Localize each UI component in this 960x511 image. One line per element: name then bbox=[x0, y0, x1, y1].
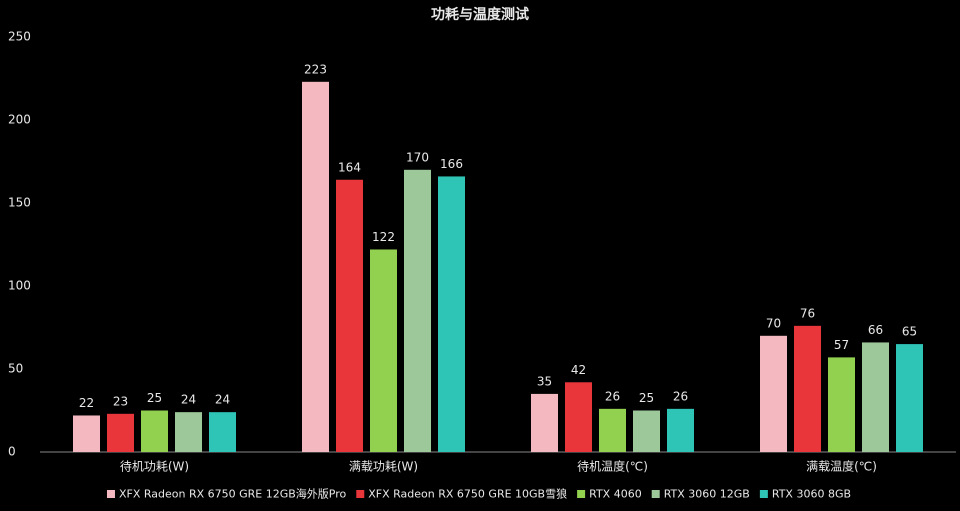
data-label: 70 bbox=[766, 316, 781, 330]
y-tick-label: 150 bbox=[8, 196, 31, 210]
y-tick-label: 250 bbox=[8, 30, 31, 44]
data-label: 57 bbox=[834, 338, 849, 352]
data-label: 35 bbox=[537, 374, 552, 388]
data-label: 170 bbox=[406, 150, 429, 164]
data-label: 24 bbox=[181, 393, 196, 407]
data-label: 223 bbox=[304, 62, 327, 76]
data-label: 42 bbox=[571, 363, 586, 377]
legend-label: RTX 3060 12GB bbox=[664, 488, 750, 501]
y-tick-label: 200 bbox=[8, 113, 31, 127]
bar bbox=[862, 342, 889, 452]
data-label: 22 bbox=[79, 396, 94, 410]
bar bbox=[633, 410, 660, 452]
data-label: 122 bbox=[372, 230, 395, 244]
legend-label: XFX Radeon RX 6750 GRE 10GB雪狼 bbox=[368, 487, 567, 501]
data-label: 24 bbox=[215, 393, 230, 407]
bar bbox=[599, 408, 626, 452]
x-tick-label: 满载温度(℃) bbox=[806, 459, 877, 474]
data-label: 23 bbox=[113, 394, 128, 408]
legend-swatch bbox=[577, 490, 586, 498]
bar bbox=[107, 413, 134, 452]
legend-label: XFX Radeon RX 6750 GRE 12GB海外版Pro bbox=[119, 487, 347, 501]
x-tick-label: 待机温度(℃) bbox=[577, 459, 648, 474]
bar bbox=[531, 393, 558, 452]
legend-swatch bbox=[106, 490, 115, 498]
bar bbox=[760, 335, 787, 452]
bar bbox=[73, 415, 100, 452]
bar bbox=[175, 412, 202, 452]
bar bbox=[667, 408, 694, 452]
bar bbox=[565, 382, 592, 452]
bar bbox=[141, 410, 168, 452]
x-tick-label: 待机功耗(W) bbox=[120, 460, 189, 474]
bar bbox=[302, 81, 329, 452]
data-label: 76 bbox=[800, 306, 815, 320]
legend-label: RTX 3060 8GB bbox=[772, 488, 851, 501]
chart-title: 功耗与温度测试 bbox=[431, 6, 529, 23]
x-tick-label: 满载功耗(W) bbox=[349, 460, 418, 474]
bar bbox=[438, 176, 465, 452]
y-tick-label: 50 bbox=[8, 362, 23, 376]
data-label: 26 bbox=[673, 389, 688, 403]
bar bbox=[404, 169, 431, 453]
legend-label: RTX 4060 bbox=[589, 488, 642, 501]
data-label: 25 bbox=[639, 391, 654, 405]
legend-swatch bbox=[651, 490, 660, 498]
bar bbox=[794, 325, 821, 452]
data-label: 25 bbox=[147, 391, 162, 405]
bar bbox=[370, 249, 397, 452]
data-label: 26 bbox=[605, 389, 620, 403]
data-label: 166 bbox=[440, 157, 463, 171]
data-label: 65 bbox=[902, 325, 917, 339]
bar bbox=[896, 344, 923, 452]
legend-swatch bbox=[356, 490, 365, 498]
bar bbox=[336, 179, 363, 452]
bar bbox=[828, 357, 855, 452]
y-tick-label: 0 bbox=[8, 445, 16, 459]
legend-swatch bbox=[759, 490, 768, 498]
bar bbox=[209, 412, 236, 452]
data-label: 66 bbox=[868, 323, 883, 337]
data-label: 164 bbox=[338, 160, 361, 174]
y-tick-label: 100 bbox=[8, 279, 31, 293]
